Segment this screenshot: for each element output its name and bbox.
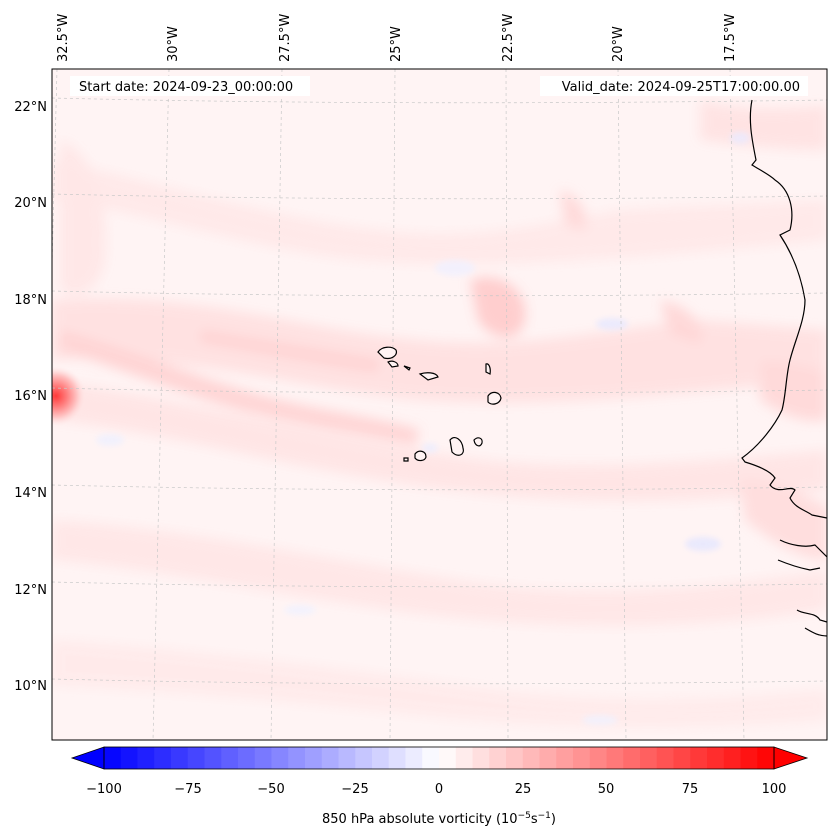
colorbar-label-end: ) xyxy=(551,812,556,827)
colorbar-step xyxy=(723,747,742,769)
colorbar-ticks: −100 −75 −50 −25 0 25 50 75 100 xyxy=(86,782,786,797)
cb-tick-label: 0 xyxy=(435,782,443,797)
colorbar-step xyxy=(187,747,206,769)
colorbar-step xyxy=(606,747,624,769)
colorbar-step xyxy=(120,747,139,769)
lat-label-14n: 14°N xyxy=(14,486,47,501)
lat-label-10n: 10°N xyxy=(14,679,47,694)
colorbar-step xyxy=(288,747,306,769)
colorbar-step xyxy=(154,747,172,769)
colorbar-step xyxy=(238,747,256,769)
colorbar-frame xyxy=(103,746,775,770)
colorbar-step xyxy=(623,747,641,769)
colorbar-step xyxy=(757,747,775,769)
colorbar-min-extend xyxy=(70,746,105,770)
lon-label-20w: 20°W xyxy=(611,26,626,62)
longitude-labels: 32.5°W 30°W 27.5°W 25°W 22.5°W 20°W 17.5… xyxy=(56,14,738,62)
lat-label-18n: 18°N xyxy=(14,293,47,308)
colorbar-step xyxy=(271,747,289,769)
colorbar-step xyxy=(422,747,440,769)
lon-label-25w: 25°W xyxy=(389,26,404,62)
lon-label-27-5w: 27.5°W xyxy=(278,14,293,62)
cb-tick-label: −50 xyxy=(257,782,284,797)
colorbar-step xyxy=(472,747,490,769)
cb-tick-label: −75 xyxy=(174,782,201,797)
colorbar-step xyxy=(673,747,691,769)
coastline xyxy=(741,99,827,637)
colorbar-step xyxy=(137,747,155,769)
cape-verde-islands xyxy=(377,346,502,462)
colorbar-step xyxy=(589,747,608,769)
colorbar-step xyxy=(254,747,273,769)
colorbar-step xyxy=(656,747,675,769)
cb-tick-label: 25 xyxy=(515,782,532,797)
colorbar-step xyxy=(305,747,323,769)
cb-tick-label: 75 xyxy=(682,782,699,797)
colorbar-step xyxy=(573,747,591,769)
valid-date-label: Valid_date: 2024-09-25T17:00:00.00 xyxy=(562,80,800,95)
colorbar-label-main: 850 hPa absolute vorticity (10 xyxy=(322,812,518,827)
colorbar-step xyxy=(640,747,658,769)
lat-label-16n: 16°N xyxy=(14,389,47,404)
lat-label-22n: 22°N xyxy=(14,100,47,115)
start-date-label: Start date: 2024-09-23_00:00:00 xyxy=(79,80,293,95)
colorbar-step xyxy=(740,747,758,769)
start-date-box xyxy=(70,76,310,96)
colorbar-label-mid: s xyxy=(531,812,538,827)
colorbar-steps xyxy=(104,747,775,769)
cb-tick-label: −100 xyxy=(86,782,122,797)
colorbar-step xyxy=(405,747,423,769)
colorbar-step xyxy=(539,747,557,769)
colorbar-max-extend xyxy=(773,746,809,770)
lat-label-20n: 20°N xyxy=(14,196,47,211)
colorbar-step xyxy=(489,747,507,769)
colorbar-step xyxy=(221,747,239,769)
colorbar-step xyxy=(707,747,725,769)
colorbar-label-exp1: −5 xyxy=(518,811,531,821)
colorbar-step xyxy=(388,747,407,769)
cb-tick-label: −25 xyxy=(341,782,368,797)
lat-label-12n: 12°N xyxy=(14,583,47,598)
colorbar: −100 −75 −50 −25 0 25 50 75 100 850 hPa … xyxy=(70,746,809,827)
colorbar-step xyxy=(321,747,340,769)
lon-label-32-5w: 32.5°W xyxy=(56,14,71,62)
colorbar-step xyxy=(171,747,189,769)
lon-label-22-5w: 22.5°W xyxy=(501,14,516,62)
colorbar-step xyxy=(104,747,122,769)
colorbar-step xyxy=(556,747,574,769)
colorbar-step xyxy=(439,747,457,769)
colorbar-step xyxy=(506,747,524,769)
colorbar-step xyxy=(204,747,222,769)
lon-label-30w: 30°W xyxy=(166,26,181,62)
colorbar-label: 850 hPa absolute vorticity (10−5s−1) xyxy=(322,811,556,827)
lon-label-17-5w: 17.5°W xyxy=(723,14,738,62)
colorbar-step xyxy=(522,747,541,769)
colorbar-step xyxy=(372,747,390,769)
colorbar-step xyxy=(455,747,474,769)
graticule xyxy=(52,69,827,740)
colorbar-step xyxy=(690,747,708,769)
valid-date-box xyxy=(540,76,808,96)
cb-tick-label: 100 xyxy=(762,782,787,797)
vorticity-field xyxy=(52,69,827,740)
colorbar-step xyxy=(355,747,373,769)
plot-frame xyxy=(51,68,828,741)
colorbar-label-exp2: −1 xyxy=(538,811,551,821)
cb-tick-label: 50 xyxy=(598,782,615,797)
colorbar-step xyxy=(338,747,356,769)
latitude-labels: 22°N 20°N 18°N 16°N 14°N 12°N 10°N xyxy=(14,100,47,694)
